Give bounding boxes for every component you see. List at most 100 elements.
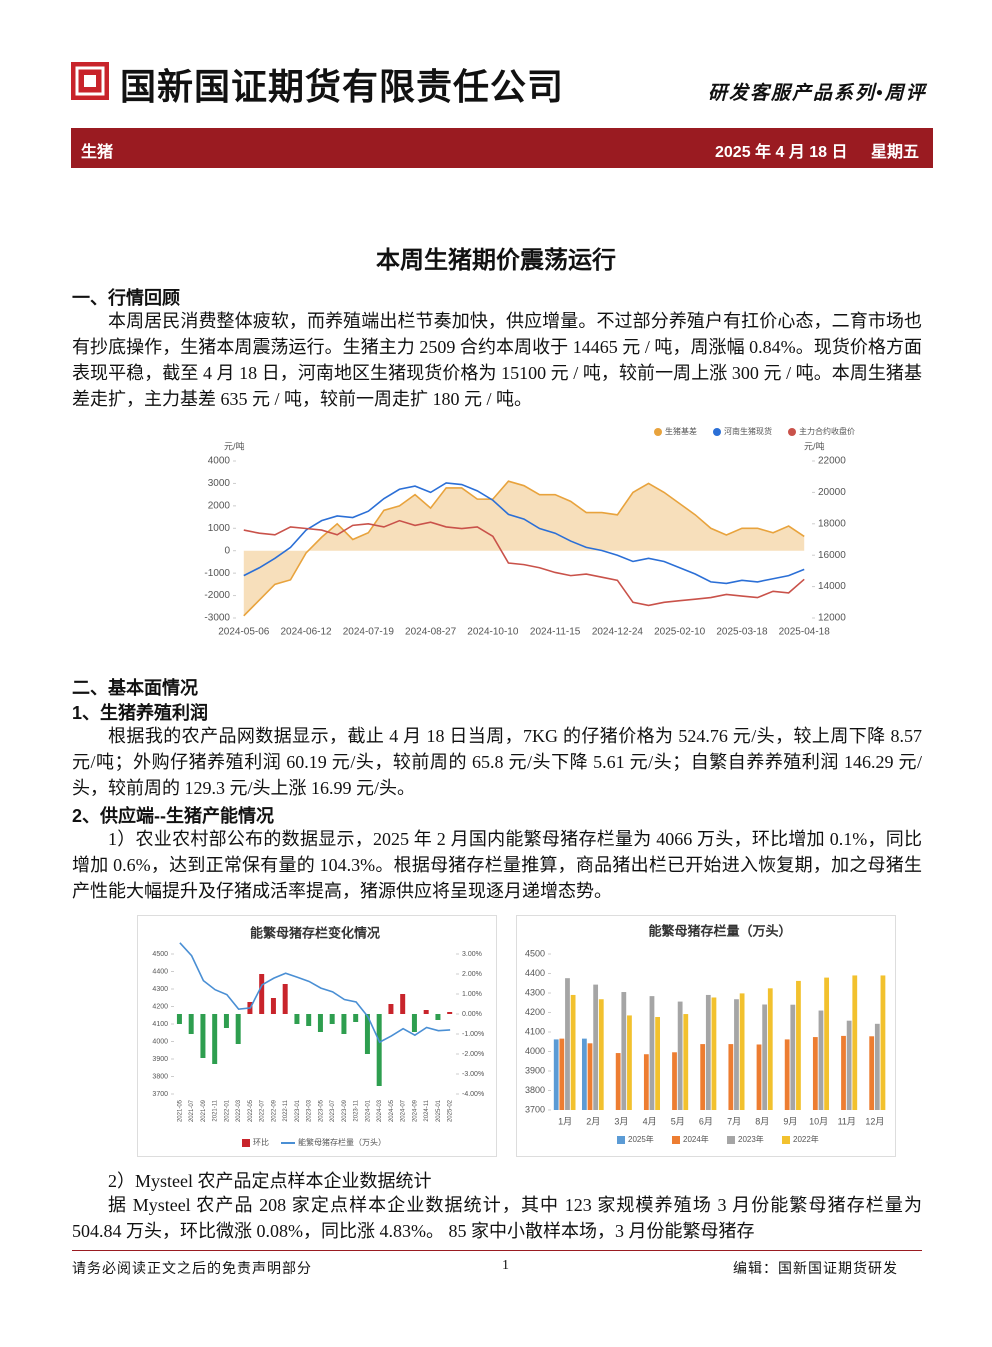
bar: [672, 1052, 677, 1110]
x-tick-label: 2021-11: [213, 1099, 219, 1121]
bar: [852, 975, 858, 1110]
x-tick-label: 2023-07: [330, 1099, 336, 1122]
bar: [739, 993, 745, 1110]
y-tick-label: 4400: [152, 968, 168, 975]
bar: [223, 1014, 229, 1028]
bar: [376, 1014, 382, 1086]
legend-swatch: [788, 428, 796, 436]
sow-stock-chart: 能繁母猪存栏量（万头） 3700 3800 3900 4000 4100 4200 4300 4…: [516, 915, 896, 1157]
section-heading: 一、行情回顾: [72, 288, 180, 308]
bar: [581, 1038, 587, 1110]
bar: [711, 997, 717, 1110]
x-tick-label: 2025-02: [448, 1099, 454, 1122]
bar: [767, 988, 773, 1110]
legend-swatch: [782, 1136, 790, 1144]
y2-tick-label: 20000: [818, 487, 846, 498]
chart-title: 能繁母猪存栏变化情况: [250, 925, 380, 940]
legend-swatch: [672, 1136, 680, 1144]
bar: [423, 1010, 429, 1014]
legend-label: 环比: [253, 1137, 269, 1147]
chart-title: 能繁母猪存栏量（万头）: [648, 923, 791, 938]
y2-tick-label: -2.00%: [462, 1051, 484, 1058]
y-tick-label: 0: [224, 545, 230, 556]
bar: [559, 1038, 565, 1110]
legend-label: 2022年: [793, 1134, 819, 1144]
bar: [587, 1043, 593, 1110]
legend-label: 主力合约收盘价: [799, 426, 855, 436]
y-tick-label: 4000: [208, 456, 231, 467]
y-tick-label: 4500: [525, 948, 545, 958]
y-tick-label: 4100: [152, 1021, 168, 1028]
x-tick-label: 2024-05-06: [218, 627, 270, 638]
y-tick-label: 4500: [152, 951, 168, 958]
bar: [282, 984, 288, 1014]
x-tick-label: 2024-03: [377, 1099, 383, 1122]
x-tick-label: 3月: [614, 1116, 628, 1126]
y-tick-label: 4100: [525, 1026, 545, 1036]
legend-swatch: [713, 428, 721, 436]
bar: [705, 994, 711, 1110]
bar: [824, 977, 830, 1110]
legend-swatch: [727, 1136, 735, 1144]
bar: [627, 1015, 632, 1110]
bar: [364, 1014, 370, 1054]
legend-swatch: [654, 428, 662, 436]
y-tick-label: 4200: [152, 1003, 168, 1010]
y2-tick-label: 0.00%: [462, 1011, 482, 1018]
bar: [317, 1014, 323, 1032]
line: [243, 480, 805, 617]
x-tick-label: 2022-05: [248, 1099, 254, 1122]
legend-label: 能繁母猪存栏量（万头）: [298, 1137, 386, 1147]
x-tick-label: 2023-03: [307, 1099, 313, 1122]
section-label: 生猪: [81, 144, 114, 161]
x-tick-label: 2024-07-19: [343, 627, 395, 638]
y-tick-label: 4200: [525, 1007, 545, 1017]
x-tick-label: 2024-07: [401, 1099, 407, 1122]
y2-tick-label: 14000: [818, 581, 846, 592]
logo-mark: [84, 75, 96, 87]
y-tick-label: 3000: [208, 478, 231, 489]
legend-label: 河南生猪现货: [724, 426, 772, 436]
x-tick-label: 2月: [586, 1116, 600, 1126]
x-tick-label: 2025-02-10: [654, 627, 706, 638]
x-tick-label: 2024-11-15: [530, 627, 581, 638]
bar: [790, 1004, 796, 1110]
legend-label: 2023年: [738, 1134, 764, 1144]
bar: [270, 998, 276, 1014]
subsection-heading: 2、供应端--生猪产能情况: [72, 806, 274, 826]
paragraph: 本周居民消费整体疲软，而养殖端出栏节奏加快，供应增量。不过部分养殖户有扛价心态，…: [72, 311, 922, 409]
y-tick-label: 3700: [525, 1104, 545, 1114]
bar: [677, 1001, 683, 1110]
bar: [621, 992, 627, 1110]
bar: [869, 1036, 875, 1110]
x-tick-label: 2025-03-18: [716, 627, 768, 638]
date: 2025 年 4 月 18 日: [715, 144, 848, 161]
bar: [341, 1014, 347, 1034]
x-tick-label: 8月: [755, 1116, 769, 1126]
x-tick-label: 4月: [643, 1116, 657, 1126]
footer-disclaimer: 请务必阅读正文之后的免责声明部分: [72, 1262, 312, 1277]
y2-axis-label: 元/吨: [804, 440, 825, 451]
y2-tick-label: 2.00%: [462, 971, 482, 978]
series-name: 研发客服产品系列•周评: [708, 83, 927, 104]
x-tick-label: 2022-07: [260, 1099, 266, 1122]
y-tick-label: -3000: [204, 613, 230, 624]
y2-tick-label: 1.00%: [462, 991, 482, 998]
company-name: 国新国证期货有限责任公司: [120, 66, 565, 107]
y-tick-label: 4300: [152, 986, 168, 993]
legend-label: 2024年: [683, 1134, 709, 1144]
y-tick-label: -1000: [204, 568, 230, 579]
bar: [756, 1044, 762, 1110]
x-tick-label: 10月: [809, 1116, 828, 1126]
x-tick-label: 2024-08-27: [405, 627, 457, 638]
bar: [615, 1053, 621, 1110]
y-axis-label: 元/吨: [224, 440, 245, 451]
x-tick-label: 2024-01: [365, 1099, 371, 1122]
y-tick-label: 2000: [208, 500, 231, 511]
x-tick-label: 11月: [838, 1116, 856, 1126]
bar: [235, 1014, 241, 1044]
paragraph: 根据我的农产品网数据显示，截止 4 月 18 日当周，7KG 的仔猪价格为 52…: [72, 726, 922, 798]
bar: [728, 1044, 734, 1110]
y-tick-label: 4000: [525, 1046, 545, 1056]
